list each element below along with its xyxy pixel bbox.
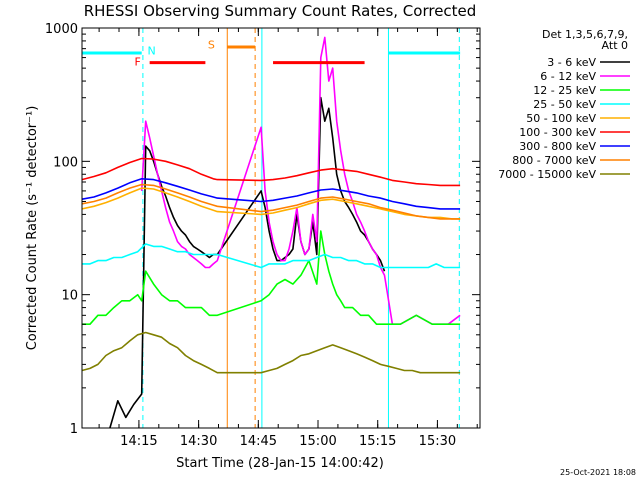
legend-label-3: 25 - 50 keV <box>533 98 596 111</box>
legend-label-0: 3 - 6 keV <box>547 56 596 69</box>
y-tick-label-3: 1000 <box>45 22 78 37</box>
series-line-5 <box>81 157 461 187</box>
axis-ticks: 14:15 14:30 14:45 15:00 15:15 15:30 1 10 100 1000 <box>45 22 480 449</box>
series-line-2 <box>82 230 461 326</box>
x-tick-label-2: 14:45 <box>240 434 277 449</box>
x-tick-label-3: 15:00 <box>299 434 336 449</box>
legend-header-0: Det 1,3,5,6,7,9, <box>542 28 628 41</box>
y-tick-label-1: 10 <box>61 289 78 304</box>
legend-label-5: 100 - 300 keV <box>519 126 596 139</box>
legend-label-2: 12 - 25 keV <box>533 84 596 97</box>
timestamp: 25-Oct-2021 18:08 <box>560 468 636 477</box>
series-line-6 <box>81 178 461 210</box>
chart-title: RHESSI Observing Summary Count Rates, Co… <box>84 2 477 20</box>
legend-label-8: 7000 - 15000 keV <box>498 168 596 181</box>
series-line-3 <box>82 243 461 269</box>
plot-frame <box>81 27 481 429</box>
legend-label-4: 50 - 100 keV <box>526 112 596 125</box>
x-axis-label: Start Time (28-Jan-15 14:00:42) <box>176 456 384 471</box>
legend-label-6: 300 - 800 keV <box>519 140 596 153</box>
legend-header-1: Att 0 <box>602 39 628 52</box>
x-tick-label-1: 14:30 <box>180 434 217 449</box>
x-tick-label-4: 15:15 <box>359 434 396 449</box>
series-line-7 <box>81 183 461 220</box>
x-tick-label-0: 14:15 <box>120 434 157 449</box>
y-axis-label: Corrected Count Rate (s⁻¹ detector⁻¹) <box>25 106 40 351</box>
plot-area: NF S <box>81 28 461 429</box>
series-line-8 <box>81 331 461 374</box>
legend-label-1: 6 - 12 keV <box>540 70 596 83</box>
marker-n: N <box>148 44 156 57</box>
y-tick-label-2: 100 <box>53 155 78 170</box>
y-tick-label-0: 1 <box>70 422 78 437</box>
marker-s: S <box>208 39 215 52</box>
series-line-1 <box>140 36 461 326</box>
x-tick-label-5: 15:30 <box>419 434 456 449</box>
marker-f: F <box>135 56 141 69</box>
series-line-4 <box>81 187 461 220</box>
legend-label-7: 800 - 7000 keV <box>512 154 596 167</box>
